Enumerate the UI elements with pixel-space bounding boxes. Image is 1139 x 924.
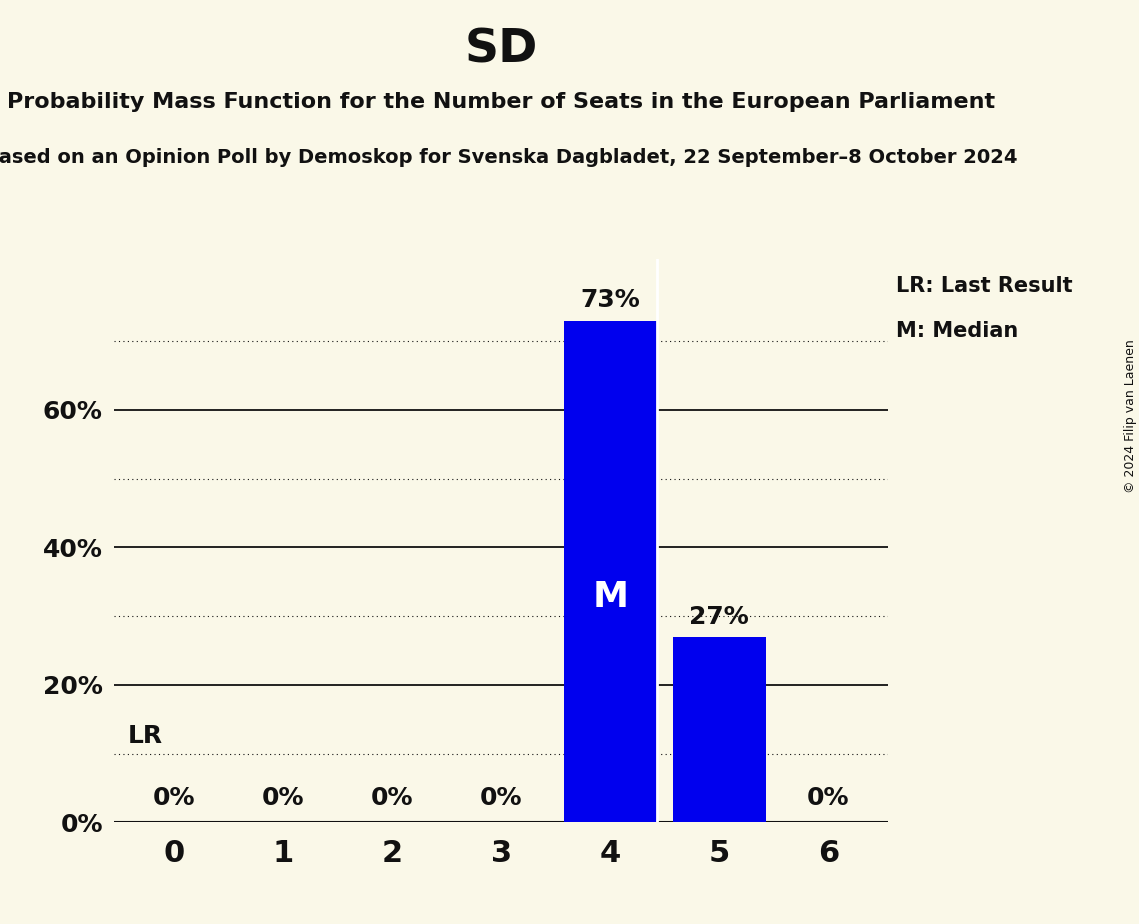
Text: 0%: 0% [371,786,413,810]
Text: Based on an Opinion Poll by Demoskop for Svenska Dagbladet, 22 September–8 Octob: Based on an Opinion Poll by Demoskop for… [0,148,1018,167]
Bar [564,321,656,822]
Text: 0%: 0% [153,786,195,810]
Text: 73%: 73% [581,288,640,312]
Text: Probability Mass Function for the Number of Seats in the European Parliament: Probability Mass Function for the Number… [7,92,995,113]
Text: LR: Last Result: LR: Last Result [896,275,1073,296]
Text: LR: LR [128,724,163,748]
Text: M: M [592,579,629,614]
Bar [673,637,765,822]
Text: M: Median: M: Median [896,321,1018,341]
Text: SD: SD [465,28,538,73]
Text: 0%: 0% [262,786,304,810]
Text: 0%: 0% [808,786,850,810]
Text: © 2024 Filip van Laenen: © 2024 Filip van Laenen [1124,339,1137,492]
Text: 0%: 0% [480,786,523,810]
Text: 27%: 27% [689,604,749,628]
